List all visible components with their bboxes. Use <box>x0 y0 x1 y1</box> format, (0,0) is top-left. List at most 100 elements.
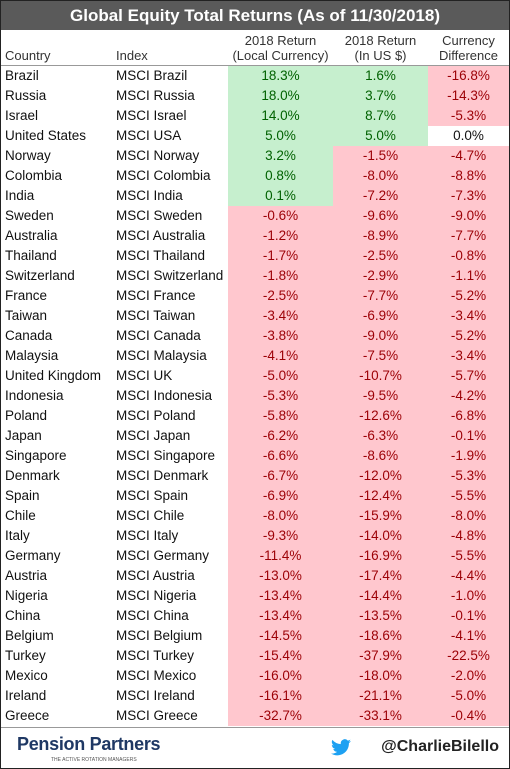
value-cell: -9.5% <box>333 386 428 406</box>
value-cell: -13.4% <box>228 586 333 606</box>
table-row: Canada MSCI Canada -3.8% -9.0% -5.2% <box>1 326 509 346</box>
value-cell: -32.7% <box>228 706 333 726</box>
value-cell: -15.9% <box>333 506 428 526</box>
value-cell: -5.3% <box>428 466 509 486</box>
table-row: United States MSCI USA 5.0% 5.0% 0.0% <box>1 126 509 146</box>
table-row: Israel MSCI Israel 14.0% 8.7% -5.3% <box>1 106 509 126</box>
text-cell: Taiwan <box>5 308 48 323</box>
value-cell: 18.0% <box>228 86 333 106</box>
value-cell: -14.5% <box>228 626 333 646</box>
value-cell: -3.4% <box>428 306 509 326</box>
value-cell: -22.5% <box>428 646 509 666</box>
value-cell: 5.0% <box>228 126 333 146</box>
text-cell: Thailand <box>5 248 57 263</box>
value-cell: -1.2% <box>228 226 333 246</box>
table-row: Mexico MSCI Mexico -16.0% -18.0% -2.0% <box>1 666 509 686</box>
header-line: (Local Currency) <box>232 48 329 63</box>
table-row: Italy MSCI Italy -9.3% -14.0% -4.8% <box>1 526 509 546</box>
value-cell: -1.9% <box>428 446 509 466</box>
table-row: Austria MSCI Austria -13.0% -17.4% -4.4% <box>1 566 509 586</box>
value-cell: -4.8% <box>428 526 509 546</box>
text-cell: MSCI Germany <box>116 548 210 563</box>
value-cell: -5.2% <box>428 326 509 346</box>
text-cell: MSCI Poland <box>116 408 196 423</box>
value-cell: -3.4% <box>228 306 333 326</box>
table-row: Colombia MSCI Colombia 0.8% -8.0% -8.8% <box>1 166 509 186</box>
value-cell: -5.5% <box>428 546 509 566</box>
text-cell: MSCI China <box>116 608 189 623</box>
value-cell: -12.6% <box>333 406 428 426</box>
value-cell: -12.0% <box>333 466 428 486</box>
handle: @CharlieBilello <box>381 738 499 755</box>
text-cell: MSCI Israel <box>116 108 187 123</box>
table-row: Thailand MSCI Thailand -1.7% -2.5% -0.8% <box>1 246 509 266</box>
value-cell: -5.0% <box>428 686 509 706</box>
value-cell: 5.0% <box>333 126 428 146</box>
text-cell: Poland <box>5 408 48 423</box>
text-cell: MSCI Canada <box>116 328 201 343</box>
text-cell: MSCI Colombia <box>116 168 211 183</box>
text-cell: Norway <box>5 148 51 163</box>
value-cell: -6.9% <box>333 306 428 326</box>
value-cell: -2.5% <box>228 286 333 306</box>
table-row: Ireland MSCI Ireland -16.1% -21.1% -5.0% <box>1 686 509 706</box>
text-cell: Chile <box>5 508 36 523</box>
value-cell: -8.0% <box>428 506 509 526</box>
text-cell: Brazil <box>5 68 39 83</box>
text-cell: Canada <box>5 328 53 343</box>
value-cell: -9.0% <box>333 326 428 346</box>
value-cell: -6.3% <box>333 426 428 446</box>
value-cell: -14.0% <box>333 526 428 546</box>
table-row: Sweden MSCI Sweden -0.6% -9.6% -9.0% <box>1 206 509 226</box>
header-line: 2018 Return <box>244 33 317 48</box>
value-cell: -4.1% <box>428 626 509 646</box>
value-cell: -2.5% <box>333 246 428 266</box>
value-cell: 8.7% <box>333 106 428 126</box>
table-row: Switzerland MSCI Switzerland -1.8% -2.9% -1.… <box>1 266 509 286</box>
text-cell: MSCI Indonesia <box>116 388 213 403</box>
value-cell: -13.5% <box>333 606 428 626</box>
value-cell: -2.0% <box>428 666 509 686</box>
value-cell: -0.1% <box>428 606 509 626</box>
value-cell: 0.0% <box>453 128 484 143</box>
value-cell: -7.5% <box>333 346 428 366</box>
table-row: Taiwan MSCI Taiwan -3.4% -6.9% -3.4% <box>1 306 509 326</box>
text-cell: Belgium <box>5 628 54 643</box>
value-cell: -2.9% <box>333 266 428 286</box>
text-cell: MSCI Australia <box>116 228 206 243</box>
value-cell: -0.1% <box>428 426 509 446</box>
table-row: Spain MSCI Spain -6.9% -12.4% -5.5% <box>1 486 509 506</box>
text-cell: MSCI Greece <box>116 708 198 723</box>
value-cell: -5.7% <box>428 366 509 386</box>
text-cell: MSCI Thailand <box>116 248 206 263</box>
text-cell: MSCI Brazil <box>116 68 188 83</box>
text-cell: Germany <box>5 548 61 563</box>
text-cell: MSCI Italy <box>116 528 179 543</box>
header-line: Country <box>5 48 51 63</box>
value-cell: -6.8% <box>428 406 509 426</box>
table-row: Australia MSCI Australia -1.2% -8.9% -7.7% <box>1 226 509 246</box>
text-cell: MSCI Norway <box>116 148 200 163</box>
text-cell: MSCI Singapore <box>116 448 216 463</box>
value-cell: -8.0% <box>228 506 333 526</box>
value-cell: -18.0% <box>333 666 428 686</box>
text-cell: Switzerland <box>5 268 75 283</box>
text-cell: MSCI Russia <box>116 88 195 103</box>
value-cell: -4.4% <box>428 566 509 586</box>
value-cell: -0.8% <box>428 246 509 266</box>
text-cell: Russia <box>5 88 47 103</box>
value-cell: -7.2% <box>333 186 428 206</box>
value-cell: -1.0% <box>428 586 509 606</box>
text-cell: MSCI Nigeria <box>116 588 197 603</box>
value-cell: -17.4% <box>333 566 428 586</box>
value-cell: 1.6% <box>333 66 428 86</box>
text-cell: MSCI Spain <box>116 488 189 503</box>
table-row: Norway MSCI Norway 3.2% -1.5% -4.7% <box>1 146 509 166</box>
text-cell: MSCI Malaysia <box>116 348 207 363</box>
text-cell: Sweden <box>5 208 54 223</box>
table-row: France MSCI France -2.5% -7.7% -5.2% <box>1 286 509 306</box>
table-row: Brazil MSCI Brazil 18.3% 1.6% -16.8% <box>1 66 509 86</box>
value-cell: -1.5% <box>333 146 428 166</box>
value-cell: -9.0% <box>428 206 509 226</box>
text-cell: Ireland <box>5 688 47 703</box>
